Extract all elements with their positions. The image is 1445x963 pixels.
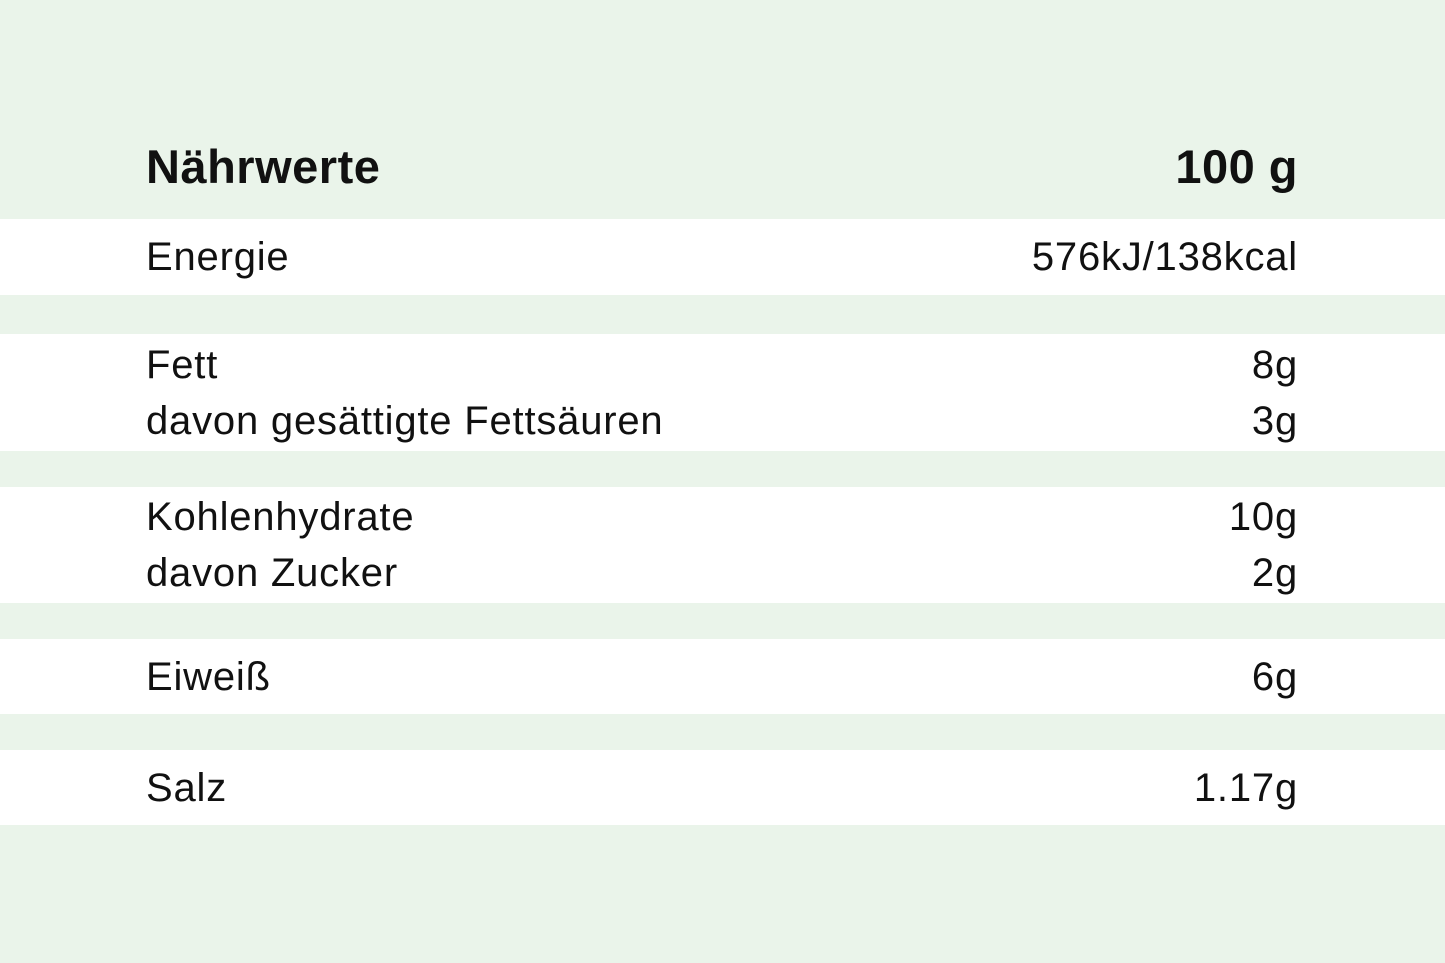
group-energy-band xyxy=(0,219,1445,295)
group-carbs-band xyxy=(0,487,1445,603)
table-row: Kohlenhydrate 10g xyxy=(146,492,1298,542)
row-label: Fett xyxy=(146,342,219,387)
table-header: Nährwerte 100 g xyxy=(146,138,1298,194)
row-value: 2g xyxy=(1251,550,1298,595)
row-value: 8g xyxy=(1251,342,1298,387)
row-value: 3g xyxy=(1251,398,1298,443)
header-title: Nährwerte xyxy=(146,139,381,193)
table-row: Salz 1.17g xyxy=(146,763,1298,813)
group-fat-band xyxy=(0,334,1445,451)
header-per: 100 g xyxy=(1175,139,1298,193)
row-label: Salz xyxy=(146,765,228,810)
table-row: davon Zucker 2g xyxy=(146,548,1298,598)
row-label: Energie xyxy=(146,234,290,279)
row-value: 6g xyxy=(1251,654,1298,699)
group-protein-band xyxy=(0,639,1445,714)
table-row: Eiweiß 6g xyxy=(146,652,1298,702)
table-row: Energie 576kJ/138kcal xyxy=(146,232,1298,282)
table-row: davon gesättigte Fettsäuren 3g xyxy=(146,396,1298,446)
row-value: 1.17g xyxy=(1193,765,1298,810)
row-label: Kohlenhydrate xyxy=(146,494,415,539)
row-value: 576kJ/138kcal xyxy=(1031,234,1298,279)
row-label: Eiweiß xyxy=(146,654,271,699)
row-label: davon gesättigte Fettsäuren xyxy=(146,398,664,443)
row-value: 10g xyxy=(1228,494,1298,539)
group-salt-band xyxy=(0,750,1445,825)
table-row: Fett 8g xyxy=(146,340,1298,390)
row-label: davon Zucker xyxy=(146,550,398,595)
